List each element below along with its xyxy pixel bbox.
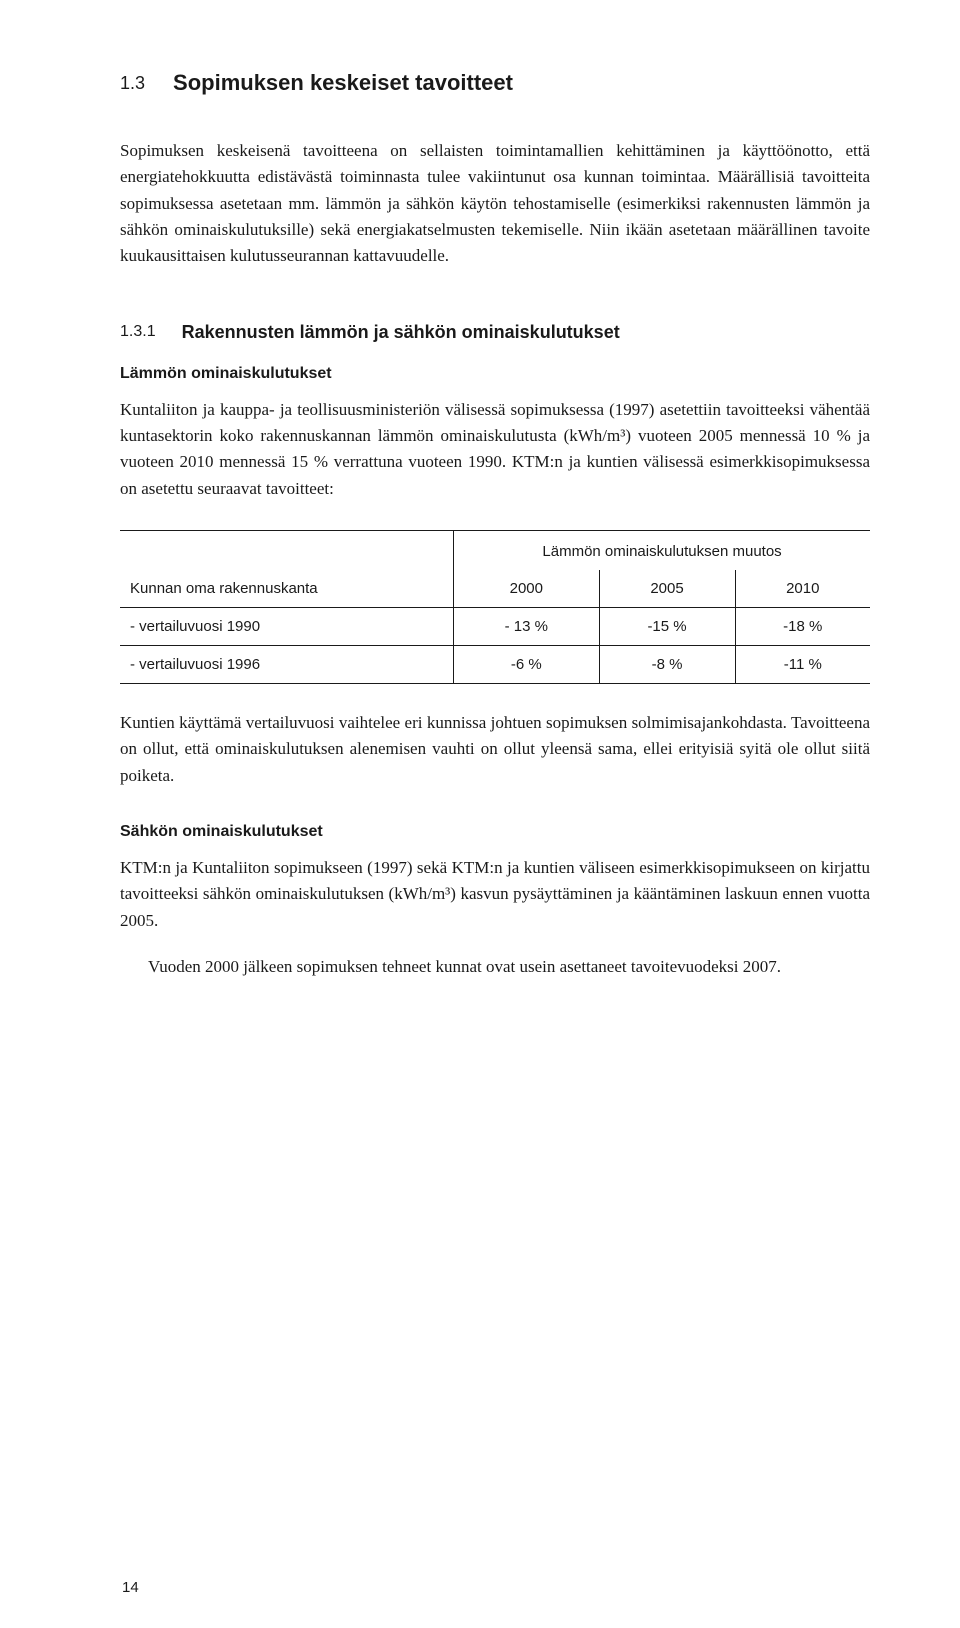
table-blank-header	[120, 531, 454, 571]
table-year-col: 2005	[599, 570, 735, 608]
section-title: Sopimuksen keskeiset tavoitteet	[173, 70, 513, 96]
subsection-number: 1.3.1	[120, 323, 156, 341]
table-cell: -6 %	[454, 646, 599, 684]
table-year-col: 2010	[735, 570, 870, 608]
table-rowhead-label: Kunnan oma rakennuskanta	[120, 570, 454, 608]
table-row-label: - vertailuvuosi 1996	[120, 646, 454, 684]
section-paragraph: Sopimuksen keskeisenä tavoitteena on sel…	[120, 138, 870, 270]
page-number: 14	[122, 1579, 139, 1596]
block-b-label: Sähkön ominaiskulutukset	[120, 823, 870, 841]
subsection-heading: 1.3.1 Rakennusten lämmön ja sähkön omina…	[120, 322, 870, 343]
table-year-col: 2000	[454, 570, 599, 608]
block-a-paragraph: Kuntaliiton ja kauppa- ja teollisuusmini…	[120, 397, 870, 502]
table-row: - vertailuvuosi 1990 - 13 % -15 % -18 %	[120, 608, 870, 646]
section-number: 1.3	[120, 73, 145, 94]
table-cell: -8 %	[599, 646, 735, 684]
table-cell: - 13 %	[454, 608, 599, 646]
block-a-label: Lämmön ominaiskulutukset	[120, 365, 870, 383]
table-cell: -11 %	[735, 646, 870, 684]
table-row-label: - vertailuvuosi 1990	[120, 608, 454, 646]
section-heading: 1.3 Sopimuksen keskeiset tavoitteet	[120, 70, 870, 96]
table-group-caption: Lämmön ominaiskulutuksen muutos	[454, 531, 870, 571]
table-cell: -18 %	[735, 608, 870, 646]
table-cell: -15 %	[599, 608, 735, 646]
table-row: - vertailuvuosi 1996 -6 % -8 % -11 %	[120, 646, 870, 684]
block-b-paragraph-1: KTM:n ja Kuntaliiton sopimukseen (1997) …	[120, 855, 870, 934]
block-a-after-table-paragraph: Kuntien käyttämä vertailuvuosi vaihtelee…	[120, 710, 870, 789]
subsection-title: Rakennusten lämmön ja sähkön ominaiskulu…	[182, 322, 620, 343]
block-b-paragraph-2: Vuoden 2000 jälkeen sopimuksen tehneet k…	[120, 954, 870, 980]
consumption-change-table: Lämmön ominaiskulutuksen muutos Kunnan o…	[120, 530, 870, 684]
